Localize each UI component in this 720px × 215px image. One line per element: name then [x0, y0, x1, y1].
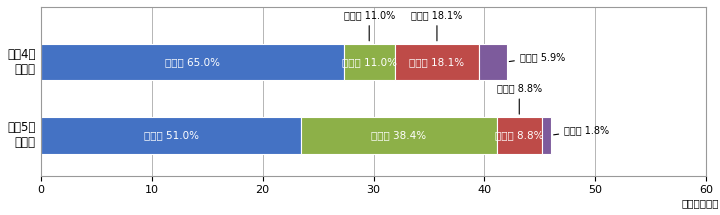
Text: 著作権 18.1%: 著作権 18.1%	[411, 10, 462, 41]
Text: 著作権 18.1%: 著作権 18.1%	[410, 57, 464, 67]
Bar	[41, 117, 301, 154]
Bar	[541, 117, 551, 154]
Bar	[301, 117, 497, 154]
Text: 商標権 65.0%: 商標権 65.0%	[165, 57, 220, 67]
Text: 商標権 51.0%: 商標権 51.0%	[143, 130, 199, 140]
Text: 特許権 5.9%: 特許権 5.9%	[509, 52, 565, 62]
Bar	[41, 44, 343, 80]
Text: 意匠権 38.4%: 意匠権 38.4%	[372, 130, 426, 140]
Text: 著作権 8.8%: 著作権 8.8%	[497, 83, 542, 114]
Bar	[395, 44, 479, 80]
Bar	[497, 117, 541, 154]
X-axis label: 点数（万点）: 点数（万点）	[682, 198, 719, 208]
Text: 著作権 8.8%: 著作権 8.8%	[495, 130, 544, 140]
Bar	[479, 44, 507, 80]
Bar	[343, 44, 395, 80]
Text: 意匠権 11.0%: 意匠権 11.0%	[342, 57, 397, 67]
Text: 特許権 1.8%: 特許権 1.8%	[554, 125, 609, 135]
Text: 意匠権 11.0%: 意匠権 11.0%	[343, 10, 395, 41]
